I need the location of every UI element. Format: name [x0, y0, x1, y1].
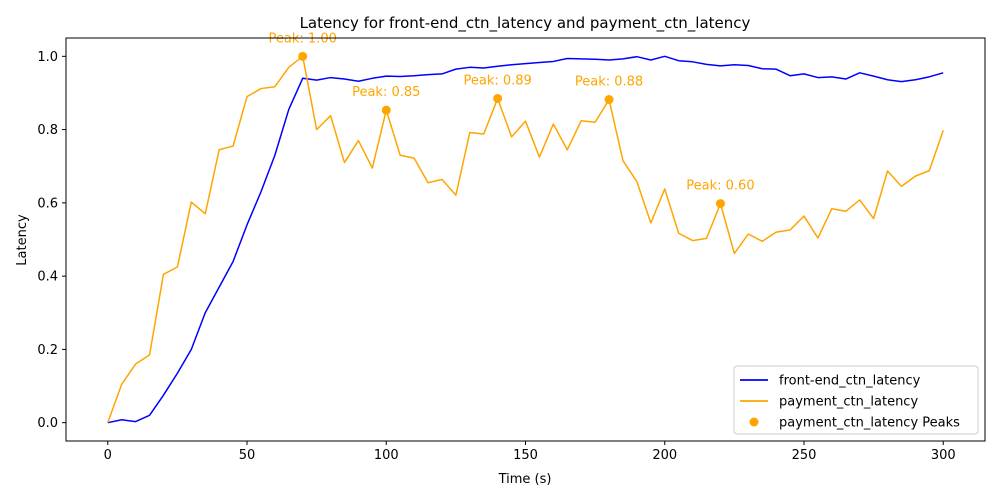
y-tick-label: 0.6 — [37, 196, 58, 211]
legend: front-end_ctn_latency payment_ctn_latency… — [733, 365, 979, 435]
peak-point — [715, 199, 725, 209]
peak-label: Peak: 0.60 — [686, 179, 754, 194]
x-tick-label: 100 — [374, 448, 399, 463]
legend-marker-swatch — [749, 417, 759, 427]
legend-box — [733, 365, 979, 435]
y-tick-label: 0.0 — [37, 416, 58, 431]
x-tick-label: 0 — [104, 448, 112, 463]
series-line-payment-ctn-latency — [107, 55, 944, 423]
legend-entry-label: front-end_ctn_latency — [779, 374, 921, 389]
peak-point — [381, 105, 391, 115]
y-axis-label: Latency — [15, 214, 30, 266]
x-tick-label: 300 — [931, 448, 956, 463]
x-tick-label: 150 — [513, 448, 538, 463]
legend-entry-label: payment_ctn_latency — [779, 395, 918, 410]
peak-label: Peak: 0.88 — [575, 75, 643, 90]
y-tick-label: 1.0 — [37, 50, 58, 65]
x-axis-label: Time (s) — [498, 472, 552, 487]
plot-area: Peak: 1.00 Peak: 0.85 Peak: 0.89 Peak: 0.88… — [107, 31, 944, 424]
x-tick-label: 250 — [792, 448, 817, 463]
y-tick-label: 0.8 — [37, 123, 58, 138]
y-tick-label: 0.4 — [37, 270, 58, 285]
y-axis: 0.0 0.2 0.4 0.6 0.8 1.0 — [37, 50, 66, 431]
peak-point — [298, 51, 308, 61]
peak-point — [604, 95, 614, 105]
series-line-front-end-ctn-latency — [107, 55, 944, 424]
y-tick-label: 0.2 — [37, 343, 58, 358]
peak-label: Peak: 0.89 — [463, 73, 531, 88]
legend-entry-label: payment_ctn_latency Peaks — [779, 416, 960, 431]
chart-title: Latency for front-end_ctn_latency and pa… — [300, 14, 751, 33]
x-tick-label: 200 — [652, 448, 677, 463]
peak-point — [493, 93, 503, 103]
peak-label: Peak: 0.85 — [352, 85, 420, 100]
x-tick-label: 50 — [239, 448, 256, 463]
peak-label: Peak: 1.00 — [269, 31, 337, 46]
x-axis: 0 50 100 150 200 250 300 — [104, 441, 956, 463]
